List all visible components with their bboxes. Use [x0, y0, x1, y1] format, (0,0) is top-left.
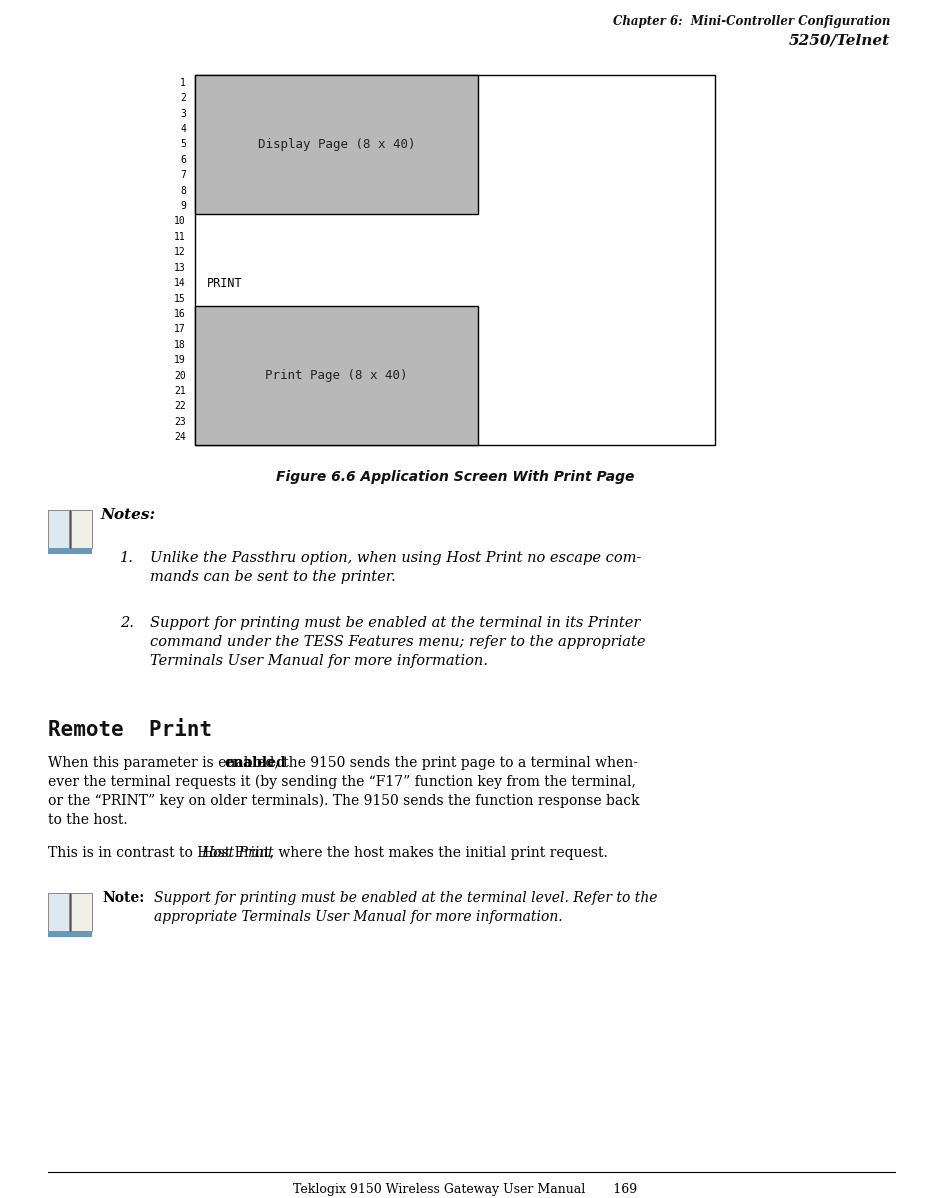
- Text: Chapter 6:  Mini-Controller Configuration: Chapter 6: Mini-Controller Configuration: [613, 16, 890, 28]
- Text: Remote  Print: Remote Print: [48, 720, 212, 740]
- Text: command under the TESS Features menu; refer to the appropriate: command under the TESS Features menu; re…: [150, 635, 645, 649]
- Text: Note:: Note:: [102, 891, 144, 904]
- Text: ever the terminal requests it (by sending the “F17” function key from the termin: ever the terminal requests it (by sendin…: [48, 775, 636, 789]
- Text: Host Print: Host Print: [201, 846, 273, 860]
- Text: Print Page (8 x 40): Print Page (8 x 40): [265, 369, 408, 382]
- Text: 14: 14: [174, 278, 186, 289]
- Text: Figure 6.6 Application Screen With Print Page: Figure 6.6 Application Screen With Print…: [276, 470, 634, 484]
- Text: 18: 18: [174, 340, 186, 350]
- Text: 11: 11: [174, 232, 186, 242]
- Bar: [71, 510, 92, 547]
- Bar: [71, 893, 92, 931]
- Text: 5250/Telnet: 5250/Telnet: [789, 34, 890, 47]
- Text: 9: 9: [180, 201, 186, 211]
- Text: 3: 3: [180, 109, 186, 119]
- Text: Display Page (8 x 40): Display Page (8 x 40): [258, 138, 416, 151]
- Text: 22: 22: [174, 401, 186, 411]
- Text: Notes:: Notes:: [100, 508, 155, 522]
- Text: Support for printing must be enabled at the terminal in its Printer: Support for printing must be enabled at …: [150, 616, 641, 630]
- Bar: [48, 547, 92, 553]
- Text: 1.: 1.: [120, 551, 134, 565]
- Text: 24: 24: [174, 432, 186, 442]
- Bar: [48, 931, 92, 937]
- Text: PRINT: PRINT: [207, 277, 243, 290]
- Text: 15: 15: [174, 294, 186, 303]
- Text: 10: 10: [174, 217, 186, 226]
- Bar: [195, 75, 715, 444]
- Text: mands can be sent to the printer.: mands can be sent to the printer.: [150, 570, 396, 583]
- Text: 5: 5: [180, 139, 186, 150]
- Text: 7: 7: [180, 170, 186, 180]
- Bar: [48, 510, 69, 547]
- Text: 8: 8: [180, 186, 186, 195]
- Text: appropriate Terminals User Manual for more information.: appropriate Terminals User Manual for mo…: [154, 910, 563, 924]
- Text: This is in contrast to Host Print, where the host makes the initial print reques: This is in contrast to Host Print, where…: [48, 846, 607, 860]
- Text: 6: 6: [180, 155, 186, 165]
- Text: 19: 19: [174, 356, 186, 365]
- Text: 1: 1: [180, 78, 186, 87]
- Bar: [195, 307, 478, 444]
- Text: 12: 12: [174, 247, 186, 258]
- Text: enabled: enabled: [224, 756, 286, 770]
- Text: 20: 20: [174, 370, 186, 381]
- Bar: [195, 75, 478, 213]
- Text: Support for printing must be enabled at the terminal level. Refer to the: Support for printing must be enabled at …: [154, 891, 658, 904]
- Text: 16: 16: [174, 309, 186, 319]
- Text: 2: 2: [180, 93, 186, 103]
- Text: Terminals User Manual for more information.: Terminals User Manual for more informati…: [150, 654, 488, 668]
- Text: 21: 21: [174, 386, 186, 397]
- Text: 4: 4: [180, 123, 186, 134]
- Text: 23: 23: [174, 417, 186, 426]
- Text: Unlike the Passthru option, when using Host Print no escape com-: Unlike the Passthru option, when using H…: [150, 551, 642, 565]
- Text: to the host.: to the host.: [48, 813, 127, 827]
- Text: When this parameter is ​enabled, the 9150 sends the print page to a terminal whe: When this parameter is ​enabled, the 915…: [48, 756, 638, 770]
- Text: 17: 17: [174, 325, 186, 334]
- Text: or the “PRINT” key on older terminals). The 9150 sends the function response bac: or the “PRINT” key on older terminals). …: [48, 794, 640, 809]
- Text: 13: 13: [174, 262, 186, 273]
- Bar: [48, 893, 69, 931]
- Text: Teklogix 9150 Wireless Gateway User Manual       169: Teklogix 9150 Wireless Gateway User Manu…: [293, 1182, 637, 1196]
- Text: 2.: 2.: [120, 616, 134, 630]
